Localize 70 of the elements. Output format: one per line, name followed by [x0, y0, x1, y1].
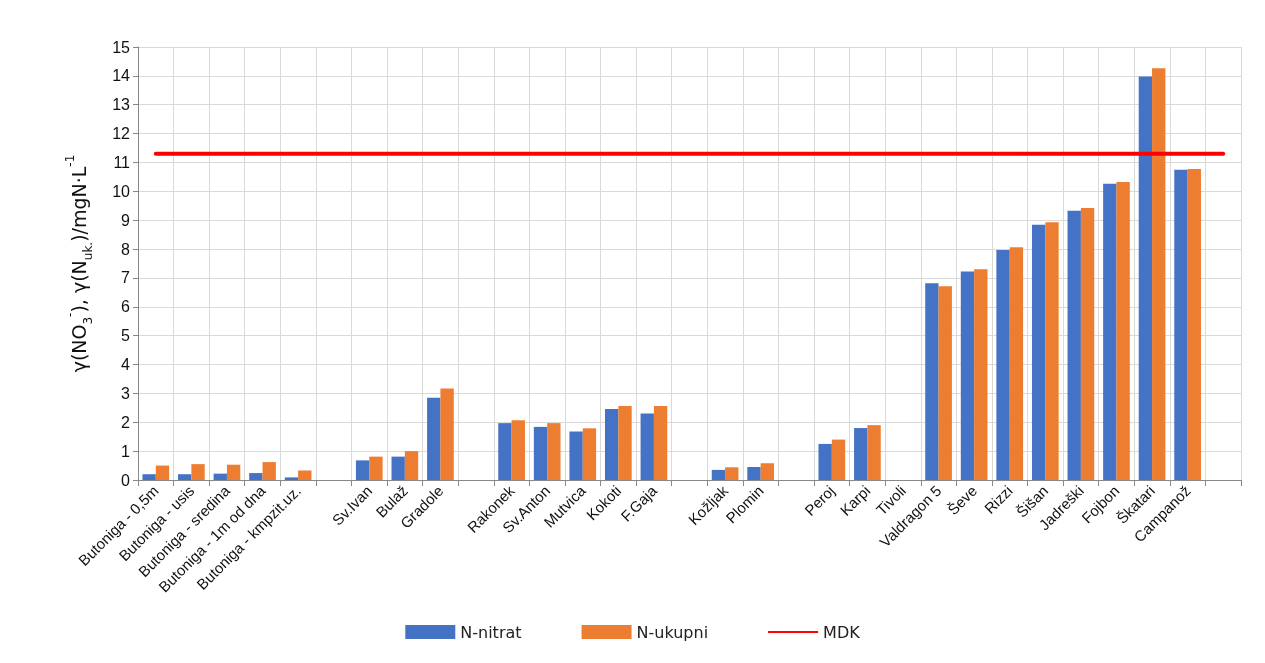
- bar: [1067, 210, 1081, 480]
- bar: [854, 428, 868, 480]
- y-tick-label: 7: [121, 269, 131, 287]
- bar: [369, 456, 383, 480]
- bar: [1174, 169, 1188, 480]
- bar: [1152, 68, 1166, 480]
- y-tick-label: 14: [112, 67, 131, 85]
- bar: [760, 463, 774, 480]
- y-tick-label: 3: [121, 384, 131, 402]
- bar: [582, 428, 597, 480]
- y-tick-label: 4: [121, 356, 131, 374]
- bar: [996, 249, 1010, 480]
- bar: [725, 467, 739, 480]
- y-tick-label: 0: [121, 471, 131, 489]
- bar: [498, 423, 512, 480]
- bar: [747, 467, 761, 480]
- y-axis-title: γ(NO3-), γ(Nuk.)/mgN·L-1: [63, 154, 95, 373]
- y-tick-label: 2: [121, 413, 131, 431]
- bar: [511, 420, 525, 480]
- bar: [298, 470, 312, 480]
- bar: [1045, 222, 1059, 480]
- bar: [1187, 169, 1201, 480]
- bar: [569, 431, 583, 480]
- legend-label: N-nitrat: [460, 622, 522, 642]
- bar: [533, 426, 548, 480]
- bar: [226, 464, 241, 480]
- y-tick-label: 9: [121, 211, 131, 229]
- bar: [178, 474, 192, 480]
- bar: [974, 269, 988, 480]
- bar: [605, 408, 619, 480]
- bar: [440, 388, 454, 480]
- legend-label: N-ukupni: [636, 622, 709, 642]
- bar: [1103, 183, 1117, 480]
- bar: [213, 473, 227, 480]
- bar: [1138, 76, 1153, 480]
- bar: [262, 462, 276, 480]
- y-tick-label: 13: [112, 96, 131, 114]
- bar: [867, 425, 881, 480]
- bar: [391, 456, 405, 480]
- bar: [618, 406, 632, 480]
- bar: [249, 473, 263, 480]
- bar: [831, 439, 846, 480]
- y-tick-label: 6: [121, 298, 131, 316]
- y-tick-label: 5: [121, 327, 131, 345]
- bar: [142, 474, 156, 480]
- bar: [640, 413, 654, 480]
- bar: [1116, 182, 1130, 480]
- bar: [191, 464, 205, 480]
- bar: [284, 477, 299, 480]
- y-tick-label: 10: [112, 182, 131, 200]
- bar: [1009, 247, 1024, 480]
- y-tick-label: 12: [112, 125, 131, 143]
- legend-label: MDK: [823, 622, 861, 642]
- y-tick-label: 11: [113, 153, 131, 171]
- y-tick-label: 8: [121, 240, 131, 258]
- bar: [818, 443, 832, 480]
- bar: [653, 406, 668, 480]
- y-tick-label: 1: [121, 442, 131, 460]
- bar: [960, 271, 975, 480]
- bar: [1031, 224, 1046, 480]
- bar: [938, 286, 952, 480]
- bar: [404, 451, 419, 480]
- y-tick-label: 15: [112, 38, 131, 56]
- bar: [711, 469, 726, 480]
- bar: [427, 397, 441, 480]
- bar: [1080, 208, 1095, 480]
- bar: [355, 460, 370, 480]
- bar: [547, 423, 561, 480]
- bar: [155, 465, 170, 480]
- bar: [925, 283, 939, 480]
